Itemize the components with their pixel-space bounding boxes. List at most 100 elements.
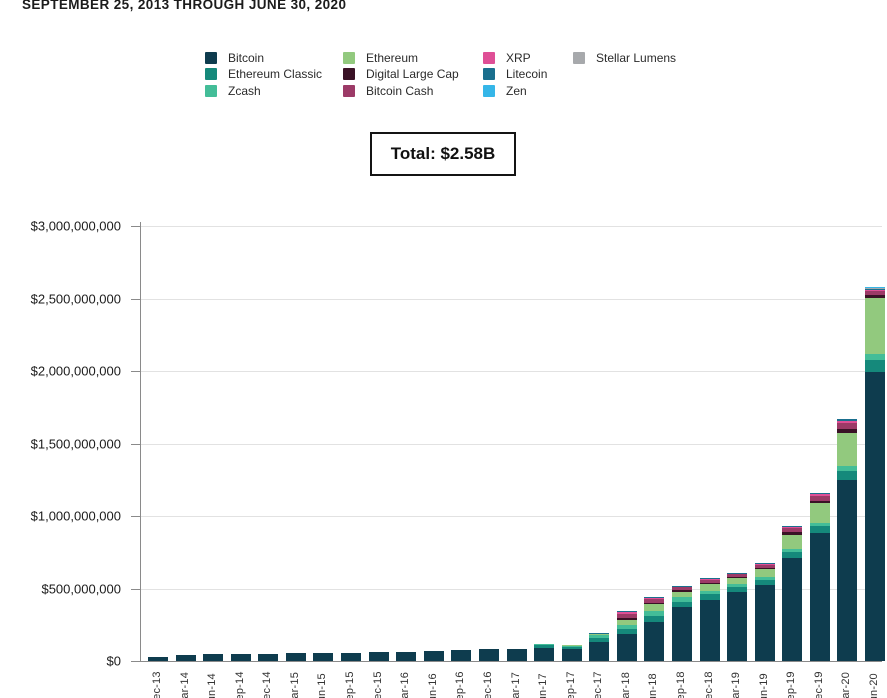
y-tick-label: $3,000,000,000 — [30, 218, 121, 234]
bar-segment-bitcoin-cash — [782, 528, 803, 533]
bar-segment-digital-large-cap — [865, 294, 885, 298]
legend-label: XRP — [506, 50, 531, 65]
bar-segment-digital-large-cap — [837, 429, 858, 433]
legend-swatch-icon — [343, 51, 355, 64]
legend-label: Bitcoin Cash — [366, 83, 434, 98]
bar-segment-bitcoin — [837, 480, 858, 661]
y-axis-tick — [131, 516, 140, 517]
y-axis-tick — [131, 588, 140, 590]
bar-segment-litecoin — [782, 526, 803, 527]
bar-segment-ethereum-classic — [534, 645, 555, 648]
bar-segment-ethereum — [809, 503, 830, 523]
x-tick-label: Jun-17 — [537, 673, 550, 698]
legend-swatch-icon — [205, 84, 217, 97]
bar-segment-digital-large-cap — [644, 602, 665, 605]
bar-segment-xrp — [865, 290, 885, 291]
x-tick-label: Jun-20 — [868, 673, 880, 698]
legend-label: Stellar Lumens — [596, 50, 677, 65]
bar-segment-ethereum-classic — [589, 637, 610, 642]
bar-segment-zcash — [727, 584, 748, 587]
bar-segment-bitcoin-cash — [644, 599, 665, 603]
legend-label: Zen — [506, 83, 527, 98]
legend-swatch-icon — [343, 84, 355, 97]
bar-segment-ethereum — [754, 569, 775, 578]
bar-segment-bitcoin — [203, 654, 224, 661]
bar-segment-zcash — [754, 577, 775, 580]
x-tick-label: Dec-16 — [481, 671, 494, 698]
bar-segment-bitcoin — [175, 655, 196, 661]
y-tick-label: $1,000,000,000 — [30, 508, 121, 524]
bar-segment-zcash — [809, 522, 830, 527]
bar-segment-ethereum — [616, 619, 637, 625]
total-annotation-box: Total: $2.58B — [370, 132, 516, 176]
bar-segment-ethereum — [671, 591, 692, 598]
bar-segment-bitcoin-cash — [699, 579, 720, 583]
legend-item: Bitcoin Cash — [343, 83, 434, 98]
y-axis-tick — [131, 298, 140, 300]
bar-segment-litecoin — [644, 597, 665, 598]
bar-segment-ethereum — [699, 584, 720, 591]
bar-segment-bitcoin — [148, 657, 168, 661]
bar-segment-digital-large-cap — [616, 618, 637, 620]
bar-segment-ethereum-classic — [782, 552, 803, 559]
x-tick-label: Jun-15 — [316, 673, 329, 698]
bar-segment-bitcoin — [368, 652, 389, 661]
bar-segment-ethereum — [782, 534, 803, 550]
bar-segment-bitcoin — [589, 641, 610, 661]
bar-segment-xrp — [782, 526, 803, 529]
x-tick-label: Mar-14 — [178, 671, 191, 698]
bar-segment-bitcoin — [809, 532, 830, 661]
bar-segment-bitcoin-cash — [616, 614, 637, 619]
bar-segment-xrp — [644, 597, 665, 600]
bar-segment-bitcoin-cash — [809, 495, 830, 501]
legend-item: Ethereum Classic — [205, 67, 322, 81]
gridline — [140, 226, 882, 227]
bar-segment-ethereum-classic — [644, 616, 665, 622]
x-tick-label: Dec-15 — [371, 671, 384, 698]
legend-item: Digital Large Cap — [343, 67, 459, 81]
bar-segment-xrp — [837, 420, 858, 423]
bar-segment-bitcoin — [451, 650, 472, 661]
legend-item: Bitcoin — [205, 51, 264, 65]
x-tick-label: Mar-20 — [840, 671, 853, 698]
bar-segment-litecoin — [809, 492, 830, 494]
bar-segment-zcash — [561, 645, 582, 647]
bar-segment-xrp — [754, 563, 775, 565]
legend-swatch-icon — [343, 68, 355, 80]
bar-segment-zcash — [671, 597, 692, 602]
bar-segment-ethereum — [644, 604, 665, 612]
gridline — [140, 371, 882, 372]
bar-segment-bitcoin — [671, 606, 692, 661]
x-axis-line — [131, 661, 882, 662]
x-tick-label: Sep-16 — [454, 671, 467, 698]
chart-subtitle-date-range: SEPTEMBER 25, 2013 THROUGH JUNE 30, 2020 — [22, 0, 347, 12]
bar-segment-digital-large-cap — [727, 576, 748, 579]
bar-segment-zcash — [616, 624, 637, 630]
x-tick-label: Sep-18 — [674, 671, 687, 698]
y-tick-label: $0 — [106, 653, 121, 669]
legend-label: Zcash — [228, 83, 261, 98]
bar-segment-zcash — [837, 466, 858, 472]
x-tick-label: Mar-18 — [619, 671, 632, 698]
bar-segment-ethereum-classic — [754, 579, 775, 585]
bar-segment-ethereum — [561, 645, 582, 646]
x-tick-label: Sep-17 — [564, 671, 577, 698]
legend-swatch-icon — [483, 68, 495, 80]
bar-segment-digital-large-cap — [699, 582, 720, 585]
bar-segment-bitcoin — [727, 591, 748, 661]
bar-segment-litecoin — [616, 610, 637, 613]
bar-segment-bitcoin — [423, 651, 444, 661]
bar-segment-ethereum — [837, 432, 858, 467]
bar-segment-ethereum-classic — [699, 594, 720, 601]
bar-segment-zcash — [589, 634, 610, 638]
bar-segment-ethereum-classic — [616, 629, 637, 634]
legend-label: Litecoin — [506, 67, 548, 81]
bar-segment-xrp — [809, 493, 830, 496]
bar-segment-bitcoin-cash — [865, 290, 885, 295]
bar-segment-ethereum-classic — [865, 360, 885, 373]
x-tick-label: Dec-18 — [702, 671, 715, 698]
bar-segment-bitcoin — [478, 649, 499, 661]
bar-segment-litecoin — [865, 288, 885, 291]
bar-segment-digital-large-cap — [809, 500, 830, 504]
